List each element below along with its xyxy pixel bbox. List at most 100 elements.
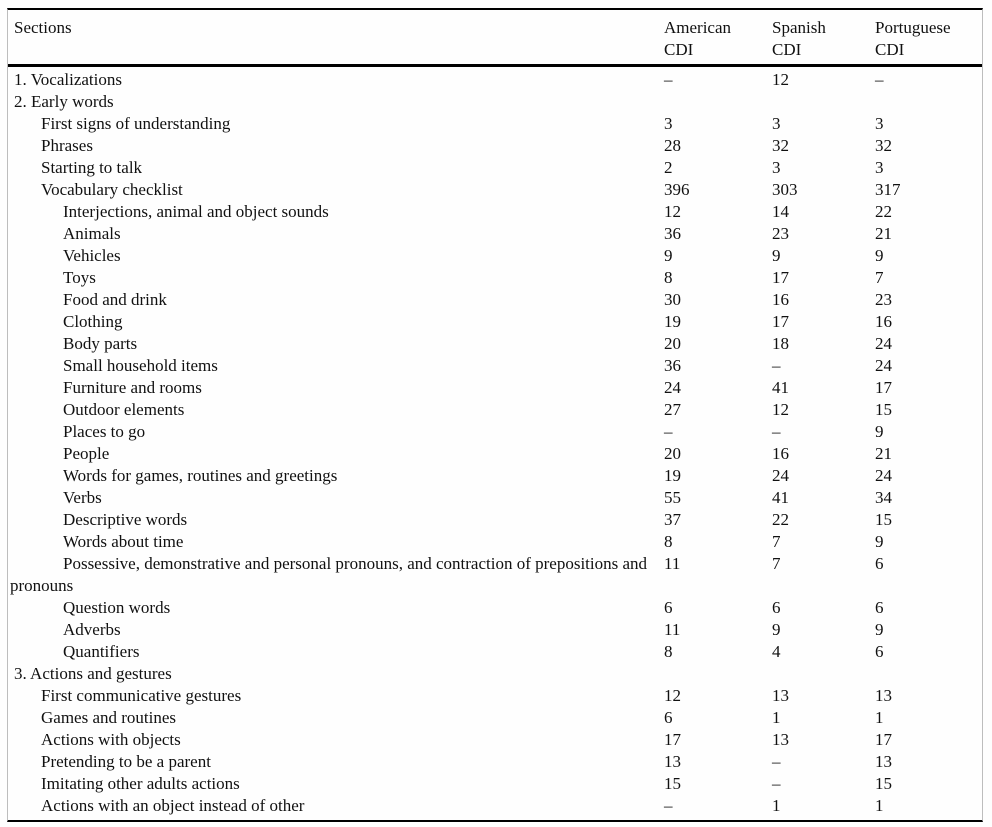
column-header-american-cdi: American CDI — [664, 18, 732, 59]
value-cell: 7 — [772, 532, 781, 551]
value-cell: 9 — [664, 246, 673, 265]
value-cell: 12 — [664, 202, 681, 221]
value-cell: 6 — [875, 598, 884, 617]
table-row: Furniture and rooms 24 41 17 — [8, 377, 982, 399]
value-cell: 16 — [772, 444, 789, 463]
value-cell: 13 — [772, 686, 789, 705]
table-row: Body parts 20 18 24 — [8, 333, 982, 355]
value-cell: 15 — [875, 510, 892, 529]
value-cell: 24 — [772, 466, 789, 485]
value-cell — [875, 91, 982, 113]
section-label: Quantifiers — [63, 642, 140, 661]
section-label: Imitating other adults actions — [41, 774, 240, 793]
value-cell: 37 — [664, 510, 681, 529]
value-cell: 13 — [664, 752, 681, 771]
section-label: Possessive, demonstrative and personal p… — [10, 554, 648, 595]
value-cell: 6 — [664, 598, 673, 617]
value-cell: 6 — [875, 554, 884, 573]
table-body: 1. Vocalizations –12–2. Early words First … — [8, 67, 982, 820]
value-cell: 34 — [875, 488, 892, 507]
value-cell: 9 — [875, 422, 884, 441]
value-cell: 13 — [772, 730, 789, 749]
value-cell: 2 — [664, 158, 673, 177]
table-row: Animals 36 23 21 — [8, 223, 982, 245]
value-cell: 8 — [664, 642, 673, 661]
table-row: Verbs 55 41 34 — [8, 487, 982, 509]
table-row: Quantifiers 8 4 6 — [8, 641, 982, 663]
value-cell: 18 — [772, 334, 789, 353]
table-row: People 20 16 21 — [8, 443, 982, 465]
value-cell: 41 — [772, 378, 789, 397]
section-label: Games and routines — [41, 708, 177, 727]
value-cell: 8 — [664, 532, 673, 551]
value-cell: 6 — [772, 598, 781, 617]
value-cell — [772, 663, 875, 685]
section-label: First signs of understanding — [41, 114, 231, 133]
value-cell: – — [875, 70, 884, 89]
value-cell: 13 — [875, 752, 892, 771]
table-row: Small household items 36 – 24 — [8, 355, 982, 377]
value-cell: 13 — [875, 686, 892, 705]
value-cell — [664, 663, 772, 685]
value-cell: 1 — [772, 796, 781, 815]
value-cell: 317 — [875, 180, 901, 199]
value-cell: 22 — [875, 202, 892, 221]
value-cell: 9 — [772, 620, 781, 639]
table-row: Places to go – – 9 — [8, 421, 982, 443]
section-label: Toys — [63, 268, 96, 287]
value-cell: 3 — [772, 158, 781, 177]
value-cell: 8 — [664, 268, 673, 287]
column-header-spanish-cdi: Spanish CDI — [772, 18, 826, 59]
value-cell: 9 — [875, 532, 884, 551]
value-cell: 1 — [772, 708, 781, 727]
value-cell: 17 — [772, 312, 789, 331]
value-cell: – — [664, 70, 673, 89]
table-row: Words for games, routines and greetings 1… — [8, 465, 982, 487]
table-row: 1. Vocalizations – 12 – — [8, 69, 982, 91]
table-row: Actions with objects 17 13 17 — [8, 729, 982, 751]
section-label: Phrases — [41, 136, 93, 155]
section-label: Animals — [63, 224, 121, 243]
value-cell: – — [772, 422, 781, 441]
section-label: First communicative gestures — [41, 686, 242, 705]
section-label: Words about time — [63, 532, 184, 551]
value-cell: 32 — [875, 136, 892, 155]
value-cell: 30 — [664, 290, 681, 309]
value-cell: 36 — [664, 356, 681, 375]
value-cell: 24 — [875, 466, 892, 485]
value-cell — [772, 91, 875, 113]
value-cell: 15 — [875, 774, 892, 793]
value-cell: 32 — [772, 136, 789, 155]
table-row: Toys 8 17 7 — [8, 267, 982, 289]
table-row: Outdoor elements 27 12 15 — [8, 399, 982, 421]
value-cell: 20 — [664, 444, 681, 463]
value-cell: 24 — [875, 334, 892, 353]
section-label: Adverbs — [63, 620, 121, 639]
value-cell: 3 — [772, 114, 781, 133]
table-row: First communicative gestures 12 13 13 — [8, 685, 982, 707]
table-row: Imitating other adults actions 15 – 15 — [8, 773, 982, 795]
value-cell: 7 — [772, 554, 781, 573]
value-cell: 19 — [664, 312, 681, 331]
value-cell: 19 — [664, 466, 681, 485]
section-label: Outdoor elements — [63, 400, 185, 419]
table-row: Vocabulary checklist 396 303 317 — [8, 179, 982, 201]
section-label: 2. Early words — [14, 92, 114, 111]
value-cell: 17 — [875, 378, 892, 397]
value-cell: 16 — [875, 312, 892, 331]
value-cell: 6 — [875, 642, 884, 661]
table-row: Interjections, animal and object sounds 1… — [8, 201, 982, 223]
section-label: Actions with objects — [41, 730, 181, 749]
value-cell: 20 — [664, 334, 681, 353]
section-label: Clothing — [63, 312, 123, 331]
value-cell: 9 — [875, 246, 884, 265]
value-cell: 3 — [664, 114, 673, 133]
column-header-portuguese-cdi: Portuguese CDI — [875, 18, 951, 59]
value-cell: 17 — [875, 730, 892, 749]
section-label: Starting to talk — [41, 158, 143, 177]
value-cell: 21 — [875, 444, 892, 463]
value-cell: – — [772, 752, 781, 771]
cdi-sections-table: Sections American CDI Spanish CDI Portug… — [7, 8, 983, 822]
table-row: Actions with an object instead of other –… — [8, 795, 982, 817]
value-cell: 22 — [772, 510, 789, 529]
